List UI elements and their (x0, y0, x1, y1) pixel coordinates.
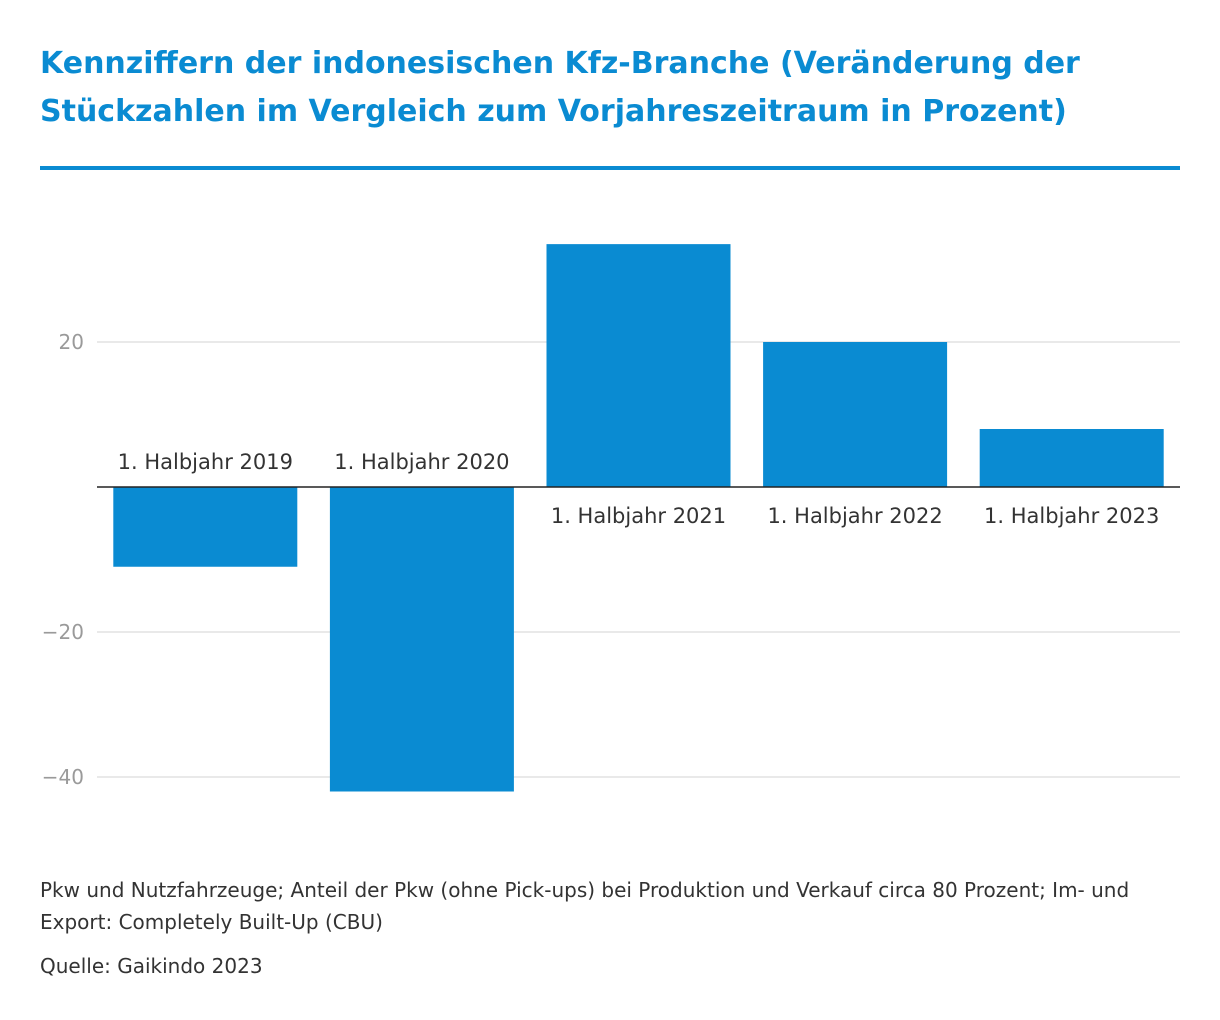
bar (113, 487, 298, 567)
category-label: 1. Halbjahr 2019 (118, 450, 293, 474)
bar (329, 487, 514, 792)
title-divider (40, 166, 1180, 170)
bar-chart: 20 −20 −40 1. Halbjahr 2019 1. Halbjahr 202… (42, 244, 1180, 792)
category-label: 1. Halbjahr 2023 (984, 504, 1159, 528)
source-note: Quelle: Gaikindo 2023 (40, 954, 263, 978)
y-axis-ticks: 20 −20 −40 (42, 330, 84, 789)
chart-title: Kennziffern der indonesischen Kfz-Branch… (40, 46, 1080, 129)
category-label: 1. Halbjahr 2020 (334, 450, 509, 474)
category-labels: 1. Halbjahr 2019 1. Halbjahr 2020 1. Halbj… (118, 450, 1160, 528)
bar (763, 342, 948, 487)
y-tick-label: −40 (42, 765, 84, 789)
bars (113, 244, 1164, 792)
bar (546, 244, 731, 487)
y-tick-label: 20 (59, 330, 84, 354)
y-tick-label: −20 (42, 620, 84, 644)
footnote: Pkw und Nutzfahrzeuge; Anteil der Pkw (o… (40, 878, 1130, 934)
category-label: 1. Halbjahr 2021 (551, 504, 726, 528)
category-label: 1. Halbjahr 2022 (767, 504, 942, 528)
bar (979, 429, 1164, 487)
